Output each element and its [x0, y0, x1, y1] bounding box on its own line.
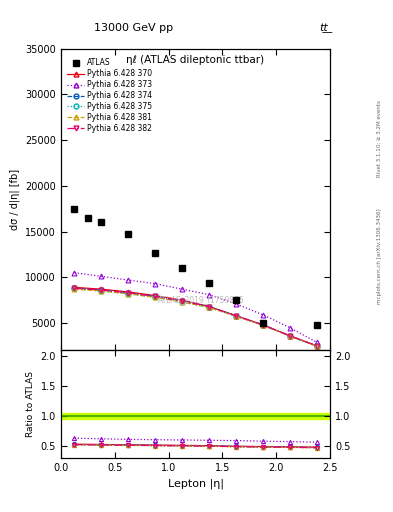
Pythia 6.428 382	[99, 287, 104, 293]
Text: Rivet 3.1.10; ≥ 3.2M events: Rivet 3.1.10; ≥ 3.2M events	[377, 100, 382, 177]
Text: mcplots.cern.ch [arXiv:1306.3436]: mcplots.cern.ch [arXiv:1306.3436]	[377, 208, 382, 304]
Pythia 6.428 381	[287, 333, 292, 339]
Pythia 6.428 373	[126, 277, 130, 283]
Line: Pythia 6.428 381: Pythia 6.428 381	[72, 287, 319, 349]
Pythia 6.428 375	[153, 294, 158, 301]
Pythia 6.428 375	[99, 288, 104, 294]
Pythia 6.428 373	[99, 273, 104, 280]
Pythia 6.428 381	[180, 299, 184, 305]
Text: 13000 GeV pp: 13000 GeV pp	[94, 23, 173, 33]
Text: ATLAS_2019_I1759875: ATLAS_2019_I1759875	[158, 294, 244, 304]
Pythia 6.428 373	[233, 301, 238, 307]
Bar	[61, 413, 330, 419]
Pythia 6.428 382	[261, 322, 265, 328]
Legend: ATLAS, Pythia 6.428 370, Pythia 6.428 373, Pythia 6.428 374, Pythia 6.428 375, P: ATLAS, Pythia 6.428 370, Pythia 6.428 37…	[68, 58, 152, 133]
Pythia 6.428 374	[207, 304, 211, 310]
Pythia 6.428 382	[207, 304, 211, 310]
Pythia 6.428 381	[72, 286, 77, 292]
Pythia 6.428 373	[72, 270, 77, 276]
Pythia 6.428 374	[261, 322, 265, 328]
X-axis label: Lepton |η|: Lepton |η|	[167, 479, 224, 489]
Pythia 6.428 375	[72, 285, 77, 291]
Pythia 6.428 370	[72, 284, 77, 290]
Pythia 6.428 370	[153, 292, 158, 298]
Pythia 6.428 382	[287, 333, 292, 339]
Pythia 6.428 375	[314, 343, 319, 349]
Pythia 6.428 370	[287, 333, 292, 339]
ATLAS	[314, 322, 319, 328]
Pythia 6.428 381	[314, 343, 319, 349]
Line: Pythia 6.428 375: Pythia 6.428 375	[72, 286, 319, 349]
Pythia 6.428 374	[99, 287, 104, 293]
Pythia 6.428 375	[287, 333, 292, 339]
Text: ηℓ (ATLAS dileptonic ttbar): ηℓ (ATLAS dileptonic ttbar)	[127, 55, 264, 65]
ATLAS	[180, 265, 184, 271]
Pythia 6.428 370	[126, 289, 130, 295]
Pythia 6.428 374	[126, 290, 130, 296]
Pythia 6.428 370	[261, 322, 265, 328]
Y-axis label: dσ / d|η| [fb]: dσ / d|η| [fb]	[9, 169, 20, 230]
Pythia 6.428 374	[153, 293, 158, 300]
Pythia 6.428 381	[153, 294, 158, 301]
Pythia 6.428 381	[261, 322, 265, 328]
Pythia 6.428 374	[287, 333, 292, 339]
Pythia 6.428 370	[207, 304, 211, 310]
Text: tt͟: tt͟	[320, 23, 328, 33]
Line: Pythia 6.428 370: Pythia 6.428 370	[72, 285, 319, 348]
Pythia 6.428 375	[233, 313, 238, 319]
Pythia 6.428 374	[233, 313, 238, 319]
Pythia 6.428 375	[126, 291, 130, 297]
Pythia 6.428 382	[314, 343, 319, 349]
Pythia 6.428 375	[207, 305, 211, 311]
Pythia 6.428 373	[180, 286, 184, 292]
Pythia 6.428 374	[180, 298, 184, 304]
Line: Pythia 6.428 382: Pythia 6.428 382	[72, 286, 319, 348]
Line: ATLAS: ATLAS	[71, 205, 320, 328]
Pythia 6.428 373	[287, 325, 292, 331]
Line: Pythia 6.428 373: Pythia 6.428 373	[72, 270, 319, 345]
ATLAS	[126, 231, 130, 238]
Line: Pythia 6.428 374: Pythia 6.428 374	[72, 286, 319, 348]
ATLAS	[99, 219, 104, 225]
ATLAS	[261, 320, 265, 326]
ATLAS	[207, 280, 211, 286]
Pythia 6.428 373	[261, 312, 265, 318]
Pythia 6.428 373	[207, 292, 211, 298]
Pythia 6.428 370	[314, 343, 319, 349]
ATLAS	[86, 215, 90, 221]
ATLAS	[153, 249, 158, 255]
Pythia 6.428 374	[72, 285, 77, 291]
Pythia 6.428 381	[126, 291, 130, 297]
Pythia 6.428 370	[233, 313, 238, 319]
Pythia 6.428 382	[126, 290, 130, 296]
Pythia 6.428 374	[314, 343, 319, 349]
Pythia 6.428 381	[99, 288, 104, 294]
Pythia 6.428 382	[72, 285, 77, 291]
Pythia 6.428 375	[180, 299, 184, 305]
Pythia 6.428 382	[180, 298, 184, 304]
Pythia 6.428 382	[233, 313, 238, 319]
Pythia 6.428 375	[261, 322, 265, 328]
Y-axis label: Ratio to ATLAS: Ratio to ATLAS	[26, 371, 35, 437]
Pythia 6.428 370	[180, 297, 184, 303]
Pythia 6.428 373	[314, 339, 319, 345]
ATLAS	[233, 297, 238, 303]
Pythia 6.428 382	[153, 293, 158, 300]
ATLAS	[72, 206, 77, 212]
Pythia 6.428 381	[207, 305, 211, 311]
Pythia 6.428 373	[153, 281, 158, 287]
Pythia 6.428 370	[99, 286, 104, 292]
Pythia 6.428 381	[233, 313, 238, 319]
